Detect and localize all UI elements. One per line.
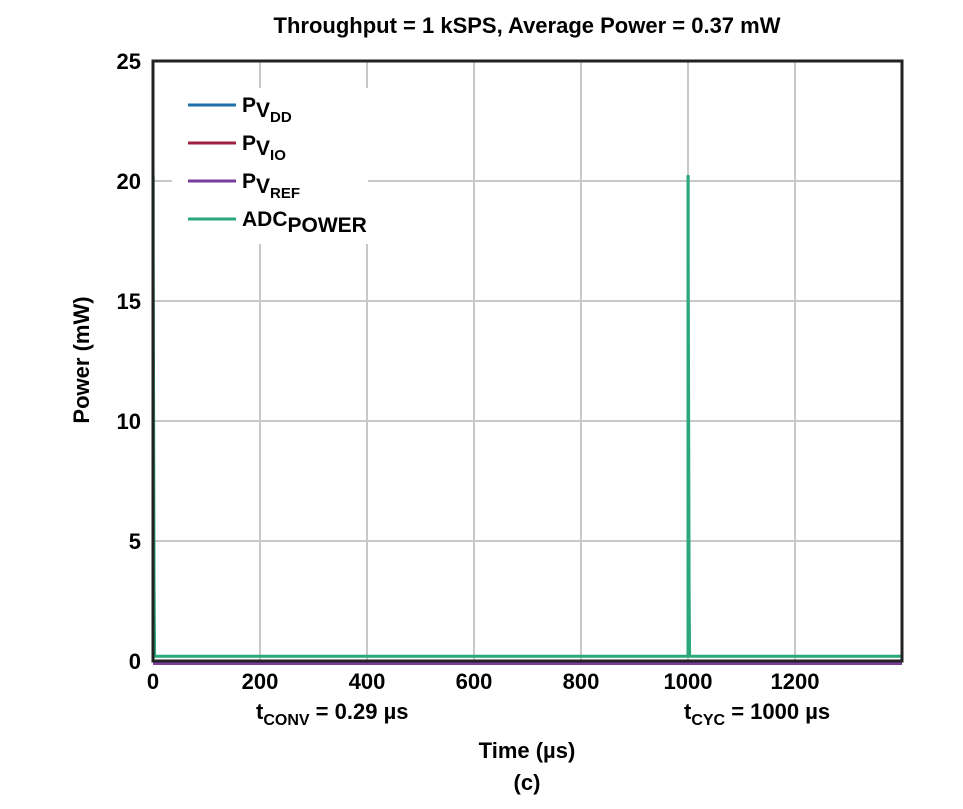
- legend-label-pvdd: PVDD: [242, 94, 292, 126]
- y-tick-labels: 0 5 10 15 20 25: [117, 49, 141, 674]
- y-tick-label-5: 5: [129, 529, 141, 554]
- legend-label-pvref: PVREF: [242, 170, 300, 202]
- y-tick-label-20: 20: [117, 169, 141, 194]
- annotation-cyc: tCYC = 1000 µs: [684, 699, 830, 729]
- legend: PVDD PVIO PVREF ADCPOWER: [172, 88, 368, 244]
- x-tick-label-1000: 1000: [664, 669, 713, 694]
- y-axis-label: Power (mW): [69, 296, 94, 423]
- annotations: tCONV = 0.29 µs tCYC = 1000 µs: [256, 699, 830, 729]
- series-layer: [151, 174, 902, 665]
- x-tick-label-0: 0: [147, 669, 159, 694]
- x-tick-label-600: 600: [456, 669, 493, 694]
- x-tick-label-1200: 1200: [771, 669, 820, 694]
- chart-caption: (c): [514, 770, 541, 795]
- annotation-conv: tCONV = 0.29 µs: [256, 699, 408, 729]
- legend-label-pvio: PVIO: [242, 132, 286, 164]
- x-tick-label-200: 200: [242, 669, 279, 694]
- x-tick-label-800: 800: [563, 669, 600, 694]
- x-axis-label: Time (µs): [479, 738, 576, 763]
- x-tick-label-400: 400: [349, 669, 386, 694]
- y-tick-label-15: 15: [117, 289, 141, 314]
- chart-title: Throughput = 1 kSPS, Average Power = 0.3…: [274, 13, 781, 38]
- x-tick-labels: 0 200 400 600 800 1000 1200: [147, 669, 820, 694]
- plot-frame: [151, 59, 904, 663]
- series-line-adcpower: [151, 174, 902, 658]
- legend-label-adcpower: ADCPOWER: [242, 208, 367, 237]
- y-tick-label-25: 25: [117, 49, 141, 74]
- y-tick-label-0: 0: [129, 649, 141, 674]
- y-tick-label-10: 10: [117, 409, 141, 434]
